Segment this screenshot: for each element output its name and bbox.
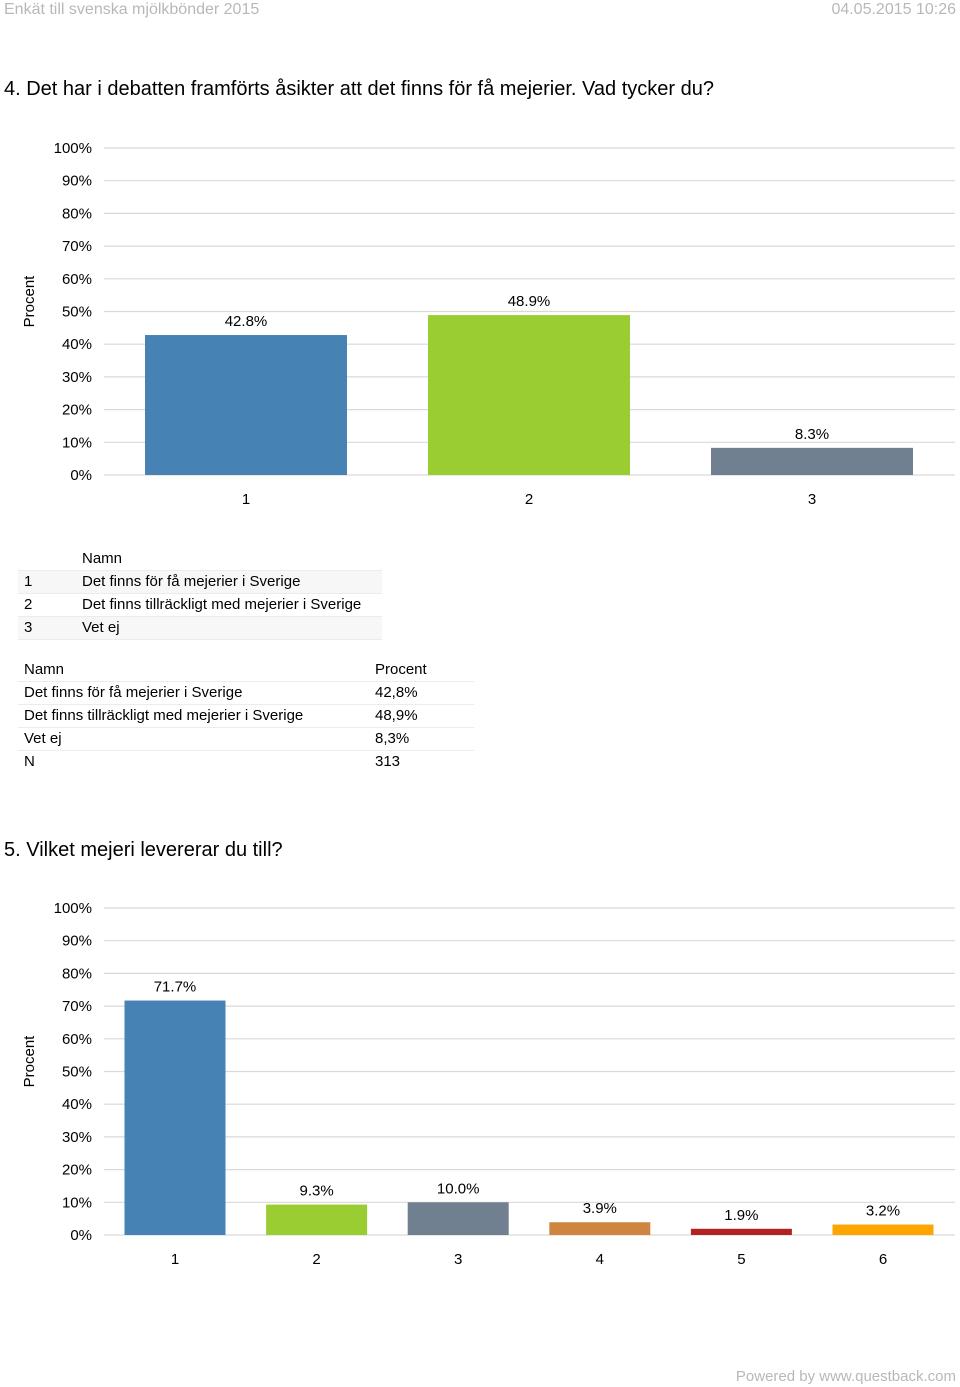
x-tick-label: 3 [454, 1251, 462, 1268]
legend-row: 2 Det finns tillräckligt med mejerier i … [18, 593, 382, 617]
y-axis-title: Procent [21, 1035, 38, 1088]
y-tick-label: 100% [54, 140, 92, 157]
table-row: Vet ej 8,3% [18, 727, 474, 751]
table-cell-percent: 48,9% [375, 704, 474, 728]
data-label: 1.9% [724, 1207, 758, 1224]
table-cell-name: Vet ej [18, 727, 375, 751]
data-label: 3.9% [583, 1200, 617, 1217]
y-tick-label: 100% [54, 900, 92, 917]
y-tick-label: 80% [62, 965, 92, 982]
bar [407, 1202, 509, 1235]
table-cell-percent: 313 [375, 753, 401, 770]
y-tick-label: 70% [62, 998, 92, 1015]
table-row: Det finns för få mejerier i Sverige 42,8… [18, 681, 474, 705]
bar [428, 315, 630, 475]
y-tick-label: 80% [62, 205, 92, 222]
table-cell-name: Det finns tillräckligt med mejerier i Sv… [18, 704, 375, 728]
x-tick-label: 6 [879, 1251, 887, 1268]
bar [690, 1228, 792, 1235]
data-label: 9.3% [299, 1183, 333, 1200]
bar [711, 447, 913, 475]
x-tick-label: 2 [525, 491, 533, 508]
y-tick-label: 70% [62, 238, 92, 255]
survey-title: Enkät till svenska mjölkbönder 2015 [4, 1, 260, 18]
y-tick-label: 30% [62, 1129, 92, 1146]
y-tick-label: 50% [62, 304, 92, 321]
y-tick-label: 0% [70, 467, 92, 484]
table-header-name: Namn [18, 659, 375, 682]
table-cell-name: N [24, 753, 35, 770]
data-label: 10.0% [437, 1180, 480, 1197]
x-tick-label: 4 [596, 1251, 604, 1268]
question-5-bar-chart: 0% 10% 20% 30% 40% 50% 60% 70% 80% 90% 100% Procent… [21, 900, 955, 1268]
x-tick-label: 5 [737, 1251, 745, 1268]
question-5-title: 5. Vilket mejeri levererar du till? [4, 839, 283, 861]
y-tick-label: 90% [62, 933, 92, 950]
table-header-percent: Procent [375, 659, 474, 682]
bar [549, 1222, 651, 1235]
y-tick-label: 30% [62, 369, 92, 386]
y-axis-title: Procent [21, 275, 38, 328]
question-4-percent-table: Namn Procent Det finns för få mejerier i… [18, 659, 474, 773]
data-label: 71.7% [154, 979, 197, 996]
data-label: 3.2% [866, 1203, 900, 1220]
question-4-bar-chart: 0% 10% 20% 30% 40% 50% 60% 70% 80% 90% 100% Procent… [21, 140, 955, 508]
legend-label: Det finns tillräckligt med mejerier i Sv… [82, 593, 382, 617]
y-tick-label: 0% [70, 1227, 92, 1244]
y-tick-label: 90% [62, 173, 92, 190]
data-label: 8.3% [795, 426, 829, 443]
table-row: N 313 [18, 751, 474, 774]
legend-header-name: Namn [82, 548, 382, 571]
y-tick-label: 10% [62, 1194, 92, 1211]
legend-label: Vet ej [82, 616, 382, 640]
x-tick-label: 1 [171, 1251, 179, 1268]
table-cell-percent: 8,3% [375, 727, 474, 751]
legend-row: 3 Vet ej [18, 616, 382, 640]
y-tick-label: 40% [62, 1096, 92, 1113]
data-label: 48.9% [508, 293, 551, 310]
y-tick-label: 60% [62, 271, 92, 288]
bar [145, 335, 347, 475]
y-tick-label: 60% [62, 1031, 92, 1048]
x-tick-label: 1 [242, 491, 250, 508]
bar [832, 1224, 934, 1235]
legend-num: 3 [18, 616, 82, 640]
report-date: 04.05.2015 10:26 [831, 1, 956, 18]
legend-num: 1 [18, 570, 82, 594]
table-row: Det finns tillräckligt med mejerier i Sv… [18, 704, 474, 728]
x-tick-label: 2 [312, 1251, 320, 1268]
y-tick-label: 50% [62, 1064, 92, 1081]
y-tick-label: 40% [62, 336, 92, 353]
bar [124, 1000, 226, 1235]
legend-label: Det finns för få mejerier i Sverige [82, 570, 382, 594]
y-tick-label: 20% [62, 1162, 92, 1179]
question-4-title: 4. Det har i debatten framförts åsikter … [4, 78, 714, 100]
powered-by-footer: Powered by www.questback.com [735, 1368, 956, 1385]
table-cell-name: Det finns för få mejerier i Sverige [18, 681, 375, 705]
legend-num: 2 [18, 593, 82, 617]
y-tick-label: 20% [62, 402, 92, 419]
x-tick-label: 3 [808, 491, 816, 508]
legend-row: 1 Det finns för få mejerier i Sverige [18, 570, 382, 594]
table-cell-percent: 42,8% [375, 681, 474, 705]
data-label: 42.8% [225, 313, 268, 330]
bar [266, 1204, 368, 1235]
y-tick-label: 10% [62, 434, 92, 451]
question-4-legend: Namn 1 Det finns för få mejerier i Sveri… [18, 548, 382, 640]
